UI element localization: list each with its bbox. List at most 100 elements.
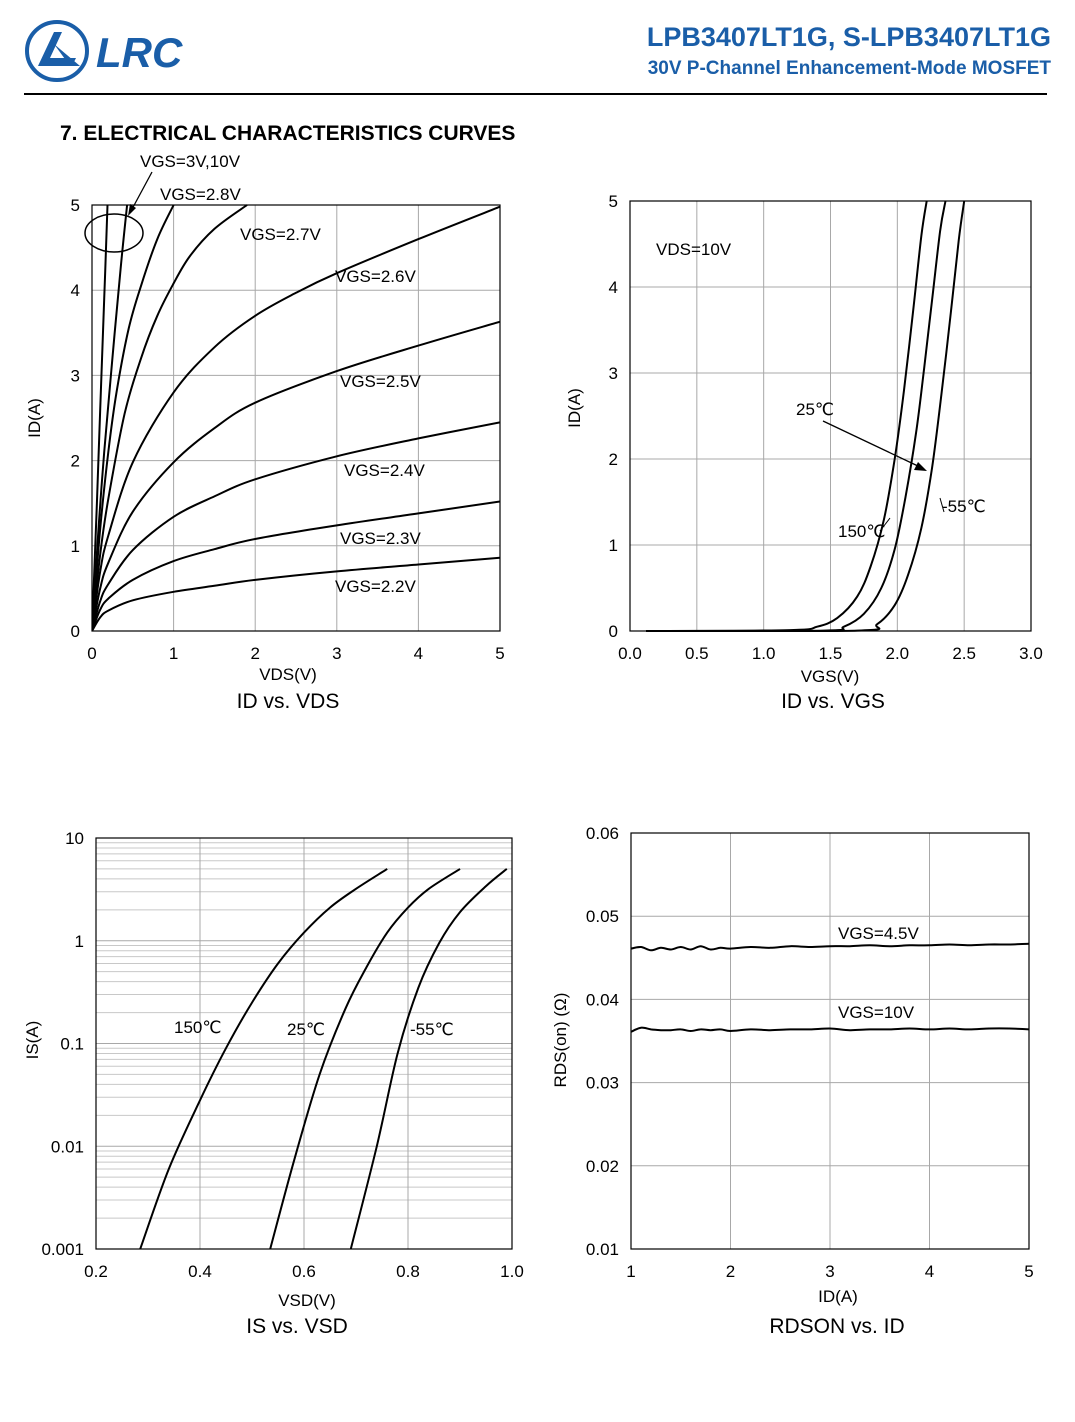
y-tick-label: 0.05	[586, 907, 619, 926]
x-axis-label: VGS(V)	[801, 667, 860, 686]
y-tick-label: 10	[65, 829, 84, 848]
series-label: VGS=2.6V	[335, 267, 416, 286]
series-label: 25℃	[796, 400, 834, 419]
x-tick-label: 2	[250, 644, 259, 663]
x-tick-label: 0	[87, 644, 96, 663]
y-tick-label: 2	[71, 452, 80, 471]
x-tick-label: 5	[495, 644, 504, 663]
chart-caption: ID vs. VGS	[781, 690, 885, 713]
y-tick-label: 0	[609, 622, 618, 641]
y-tick-label: 0.01	[51, 1137, 84, 1156]
series-label: VGS=10V	[838, 1003, 915, 1022]
y-tick-label: 0.06	[586, 824, 619, 843]
x-tick-label: 1.5	[819, 644, 843, 663]
y-tick-label: 0	[71, 622, 80, 641]
y-tick-label: 4	[71, 281, 80, 300]
series-line-vgs10v	[92, 204, 109, 632]
x-tick-label: 1.0	[752, 644, 776, 663]
series-line-vgs2.7v	[92, 204, 248, 632]
y-tick-label: 1	[75, 932, 84, 951]
x-tick-label: 0.5	[685, 644, 709, 663]
series-line-25	[269, 868, 461, 1250]
series-label: -55℃	[942, 497, 986, 516]
x-tick-label: 4	[925, 1262, 934, 1281]
series-line-55	[645, 200, 966, 632]
x-tick-label: 3	[825, 1262, 834, 1281]
series-label: VGS=2.7V	[240, 225, 321, 244]
series-label: 25℃	[287, 1020, 325, 1039]
series-label: VGS=2.3V	[340, 529, 421, 548]
y-tick-label: 0.04	[586, 990, 619, 1009]
y-axis-label: IS(A)	[23, 1021, 42, 1060]
series-line-150	[645, 200, 928, 632]
temp-arrowhead	[914, 462, 927, 471]
temp-arrow	[822, 420, 921, 468]
x-axis-label: VDS(V)	[259, 665, 317, 684]
lrc-logo: LRC	[25, 20, 183, 82]
series-label: VGS=4.5V	[838, 924, 919, 943]
plot-frame	[91, 204, 501, 632]
highlight-circle	[84, 213, 144, 253]
series-line-150	[139, 868, 388, 1250]
chart-caption: IS vs. VSD	[246, 1315, 348, 1338]
x-tick-label: 2.5	[952, 644, 976, 663]
y-tick-label: 5	[609, 192, 618, 211]
series-label: 150℃	[174, 1018, 221, 1037]
y-tick-label: 1	[609, 536, 618, 555]
chart-id-vs-vds: 0 1 2 3 4 5 0 1 2 3 4 5 VDS(V) ID(A) ID vs. VDS VGS=2.2…	[25, 152, 505, 713]
annotation-arrowhead	[128, 204, 136, 216]
series-line-vgs2.4v	[92, 421, 500, 632]
series-label: VGS=2.5V	[340, 372, 421, 391]
logo-text: LRC	[96, 29, 183, 76]
x-tick-label: 1.0	[500, 1262, 524, 1281]
chart-is-vs-vsd: 0.2 0.4 0.6 0.8 1.0 0.001 0.01 0.1 1 10 VSD(V) IS(A…	[23, 829, 524, 1338]
vds-annotation: VDS=10V	[656, 240, 732, 259]
y-tick-label: 0.02	[586, 1157, 619, 1176]
x-tick-label: 1	[626, 1262, 635, 1281]
series-line-vgs2.5v	[92, 320, 500, 632]
x-tick-label: 0.2	[84, 1262, 108, 1281]
series-label: VGS=2.4V	[344, 461, 425, 480]
y-axis-label: RDS(on) (Ω)	[551, 993, 570, 1088]
x-tick-label: 2	[726, 1262, 735, 1281]
section-title: 7. ELECTRICAL CHARACTERISTICS CURVES	[60, 122, 516, 145]
y-tick-label: 5	[71, 196, 80, 215]
x-tick-label: 5	[1024, 1262, 1033, 1281]
x-tick-label: 0.8	[396, 1262, 420, 1281]
series-label: -55℃	[410, 1020, 454, 1039]
series-line-vgs4.5v	[631, 942, 1029, 952]
annotation-arrow	[130, 171, 153, 212]
y-tick-label: 3	[609, 364, 618, 383]
y-tick-label: 1	[71, 537, 80, 556]
y-tick-label: 0.01	[586, 1240, 619, 1259]
plot-frame	[95, 837, 513, 1250]
x-tick-label: 3.0	[1019, 644, 1043, 663]
y-axis-label: ID(A)	[565, 388, 584, 428]
series-label: 150℃	[838, 522, 885, 541]
x-tick-label: 3	[332, 644, 341, 663]
plot-frame	[630, 832, 1030, 1250]
part-numbers: LPB3407LT1G, S-LPB3407LT1G	[646, 22, 1051, 52]
part-subtitle: 30V P-Channel Enhancement-Mode MOSFET	[647, 58, 1051, 79]
series-line-vgs2.6v	[92, 205, 500, 632]
x-axis-label: VSD(V)	[278, 1291, 336, 1310]
series-line-vgs3v	[92, 204, 129, 632]
series-line-vgs2.8v	[92, 204, 175, 632]
label-leader	[879, 517, 891, 532]
series-label: VGS=2.2V	[335, 577, 416, 596]
chart-caption: RDSON vs. ID	[769, 1315, 904, 1338]
header-divider	[24, 93, 1047, 95]
series-line-vgs10v	[631, 1026, 1029, 1033]
y-tick-label: 3	[71, 366, 80, 385]
x-tick-label: 0.6	[292, 1262, 316, 1281]
series-line-vgs2.2v	[92, 556, 500, 632]
x-tick-label: 0.0	[618, 644, 642, 663]
circle-annotation-label: VGS=3V,10V	[140, 152, 241, 171]
series-line-25	[645, 200, 947, 632]
x-tick-label: 4	[414, 644, 423, 663]
y-tick-label: 2	[609, 450, 618, 469]
chart-id-vs-vgs: 0.0 0.5 1.0 1.5 2.0 2.5 3.0 0 1 2 3 4 5 VGS(V) ID(A) ID…	[565, 192, 1043, 713]
chart-caption: ID vs. VDS	[237, 690, 340, 713]
y-tick-label: 4	[609, 278, 618, 297]
